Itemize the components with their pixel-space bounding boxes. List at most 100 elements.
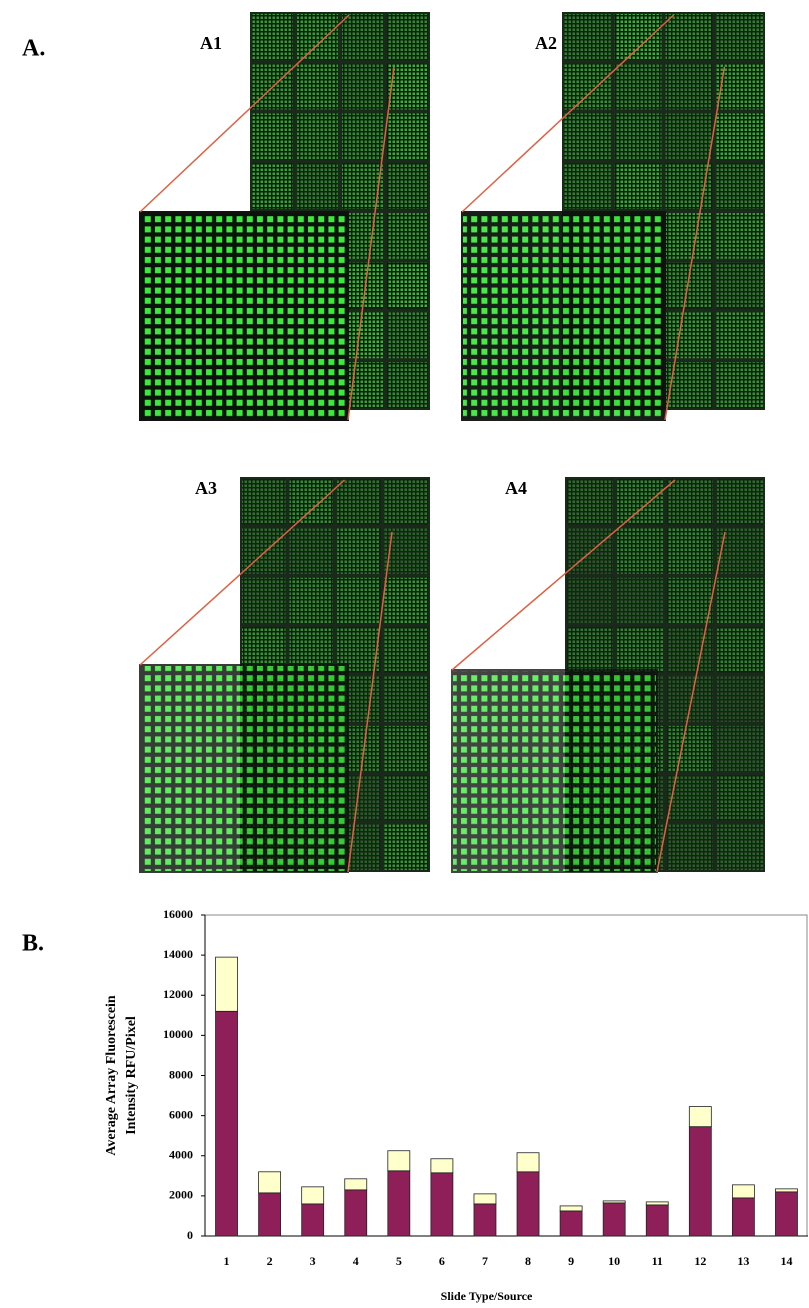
array-block [666,114,713,160]
x-tick-label: 14 [780,1254,792,1268]
array-block [342,114,383,160]
array-block [667,726,713,771]
bar-segment [517,1153,539,1172]
array-block [716,114,763,160]
array-block [717,775,763,820]
array-block [666,213,713,259]
array-block [297,114,338,160]
bar-segment [259,1172,281,1193]
array-block [564,14,611,60]
y-tick-label: 12000 [163,987,193,1001]
array-block [290,578,334,623]
x-tick-label: 3 [310,1254,316,1268]
array-block [717,677,763,722]
array-block [242,479,286,524]
array-block [615,64,662,110]
bar-segment [259,1193,281,1236]
image-label: A4 [505,478,527,498]
x-tick-label: 1 [224,1254,230,1268]
bar-segment [431,1159,453,1173]
x-tick-label: 8 [525,1254,531,1268]
array-block [297,163,338,209]
inset [140,665,348,872]
array-block [667,825,713,870]
array-block [387,362,428,408]
array-block [666,313,713,359]
y-tick-label: 16000 [163,907,193,921]
bar-segment [474,1204,496,1236]
bar-segment [560,1211,582,1236]
array-block [617,528,663,573]
array-block [666,263,713,309]
bar-segment [302,1187,324,1204]
array-block [716,263,763,309]
inset [140,212,348,420]
array-block [564,114,611,160]
bar-segment [302,1204,324,1236]
array-block [666,163,713,209]
array-block [342,14,383,60]
array-block [667,677,713,722]
bar-segment [646,1202,668,1205]
bar-segment [603,1201,625,1203]
array-block [385,775,429,820]
array-block [717,726,763,771]
bar-segment [345,1179,367,1190]
array-block [567,479,613,524]
bar-segment [345,1190,367,1236]
array-block [564,64,611,110]
y-tick-label: 4000 [169,1148,193,1162]
array-block [252,114,293,160]
array-block [252,163,293,209]
array-block [385,627,429,672]
array-block [667,578,713,623]
bar-segment [474,1194,496,1204]
array-block [290,528,334,573]
x-axis-title: Slide Type/Source [441,1289,533,1303]
array-block [297,64,338,110]
image-label: A2 [535,33,557,53]
array-block [717,479,763,524]
y-tick-label: 10000 [163,1027,193,1041]
bar-segment [732,1185,754,1198]
inset [452,670,657,872]
array-block [667,627,713,672]
array-block [716,163,763,209]
array-block [615,114,662,160]
array-block [564,163,611,209]
inset [462,212,665,420]
bar-segment [775,1192,797,1236]
bar-segment [732,1198,754,1236]
array-block [615,163,662,209]
x-tick-label: 4 [353,1254,359,1268]
array-block [716,362,763,408]
array-block [617,578,663,623]
page: {"panel_a": {"label": "A.", "images": ["… [0,0,809,1308]
array-block [717,627,763,672]
array-block [290,479,334,524]
array-block [297,14,338,60]
array-block [387,14,428,60]
image-label: A3 [195,478,217,498]
array-block [717,578,763,623]
y-tick-label: 0 [187,1228,193,1242]
bar-segment [689,1127,711,1236]
bar-segment [517,1172,539,1236]
array-block [387,213,428,259]
array-block [337,578,381,623]
array-block [385,825,429,870]
array-block [717,825,763,870]
array-block [666,14,713,60]
y-tick-label: 14000 [163,947,193,961]
array-block [337,479,381,524]
y-tick-label: 6000 [169,1107,193,1121]
x-tick-label: 7 [482,1254,488,1268]
array-block [385,726,429,771]
array-block [667,479,713,524]
bar-segment [560,1206,582,1211]
y-tick-label: 2000 [169,1188,193,1202]
array-block [716,14,763,60]
